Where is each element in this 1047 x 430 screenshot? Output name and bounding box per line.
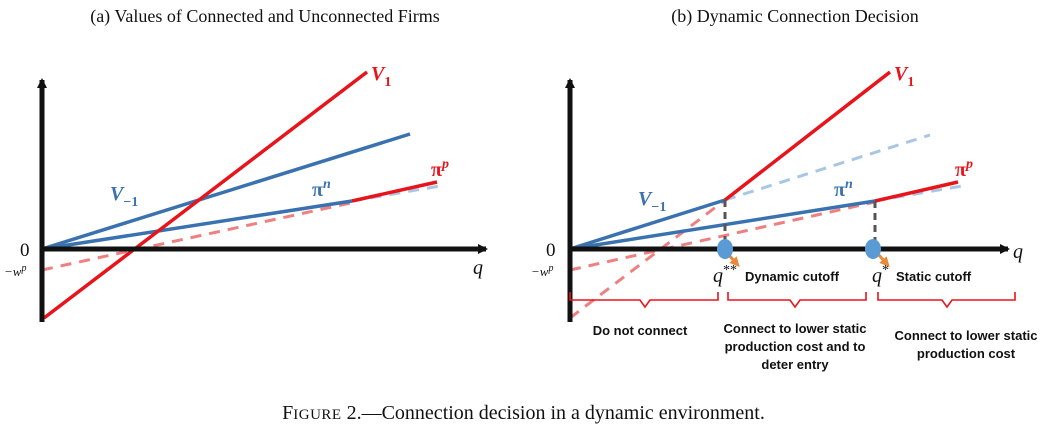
figure-caption: FIGURE 2.—Connection decision in a dynam… xyxy=(282,402,765,424)
x-axis-label: q xyxy=(473,257,483,279)
origin-label: 0 xyxy=(546,240,556,261)
pi-p-line xyxy=(874,180,959,203)
panel-b-title: (b) Dynamic Connection Decision xyxy=(671,6,918,27)
v1-line xyxy=(723,70,892,202)
pi-n-dashed-extension xyxy=(874,184,963,203)
region-do-not-connect: Do not connect xyxy=(593,323,688,338)
panel-a: (a) Values of Connected and Unconnected … xyxy=(4,6,488,322)
pi-n-dashed-extension xyxy=(351,184,441,203)
region-dynamic-line-3: deter entry xyxy=(761,357,829,372)
dynamic-cutoff-dot xyxy=(717,239,733,259)
region-brace-do-not-connect xyxy=(569,292,719,309)
pi-p-line xyxy=(351,180,438,203)
pi-n-line xyxy=(41,199,353,251)
pi-p-dashed-line xyxy=(569,200,876,272)
region-dynamic-line-1: Connect to lower static xyxy=(723,321,866,336)
pi-p-label: πp xyxy=(955,157,973,181)
panel-a-title: (a) Values of Connected and Unconnected … xyxy=(90,6,440,27)
panel-b: (b) Dynamic Connection Decision 0 −wp q … xyxy=(531,6,1038,372)
v-minus1-label: V−1 xyxy=(638,188,666,215)
origin-label: 0 xyxy=(20,240,30,261)
v1-dashed-extension xyxy=(569,198,726,320)
dynamic-cutoff-label: Dynamic cutoff xyxy=(745,269,840,284)
pi-n-label: πn xyxy=(834,177,853,201)
region-static-line-2: production cost xyxy=(917,346,1016,361)
v-minus1-line xyxy=(569,198,726,251)
pi-p-label: πp xyxy=(431,157,449,181)
dynamic-cutoff-q-label: q** xyxy=(713,263,737,287)
x-axis-label: q xyxy=(1013,241,1023,263)
region-brace-dynamic xyxy=(727,292,867,309)
pi-n-line xyxy=(569,199,876,251)
v-minus1-line xyxy=(41,132,411,251)
pi-n-label: πn xyxy=(312,177,331,201)
region-brace-static xyxy=(877,292,1016,309)
region-static-line-1: Connect to lower static xyxy=(894,328,1037,343)
wp-label: −wp xyxy=(4,263,26,279)
wp-label: −wp xyxy=(531,263,553,279)
v-minus1-label: V−1 xyxy=(110,183,138,210)
static-cutoff-q-label: q* xyxy=(872,263,889,287)
v1-label: V1 xyxy=(371,63,391,90)
static-cutoff-label: Static cutoff xyxy=(896,269,972,284)
v-minus1-dashed-extension xyxy=(724,133,931,202)
static-cutoff-dot xyxy=(865,239,881,259)
v1-line xyxy=(42,70,369,320)
pi-p-dashed-line xyxy=(41,200,356,272)
v1-label: V1 xyxy=(894,63,914,90)
region-dynamic-line-2: production cost and to xyxy=(725,339,866,354)
